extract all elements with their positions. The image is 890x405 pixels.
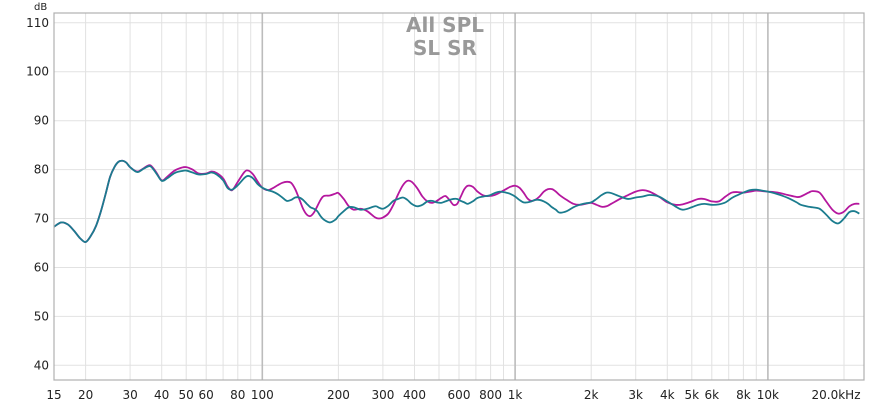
x-tick-labels: 15 20 30 40 50 60 80 100 200 300 400 600 800 1k 2k 3k 4k… — [46, 388, 860, 402]
x-tick-label: 4k — [660, 388, 675, 402]
y-tick-label: 60 — [34, 261, 49, 275]
series-line-2 — [53, 159, 860, 243]
plot-frame — [53, 12, 865, 381]
x-tick-label: 30 — [122, 388, 137, 402]
x-tick-label: 6k — [705, 388, 720, 402]
x-tick-label: 200 — [327, 388, 350, 402]
grid — [54, 13, 864, 380]
y-unit-label: dB — [34, 2, 47, 13]
y-tick-label: 70 — [34, 212, 49, 226]
x-tick-label: 1k — [508, 388, 523, 402]
x-tick-label: 10k — [757, 388, 779, 402]
y-tick-labels: 110 100 90 80 70 60 50 40 — [26, 16, 49, 372]
y-tick-label: 100 — [26, 65, 49, 79]
x-tick-label: 15 — [46, 388, 61, 402]
x-tick-label: 20.0kHz — [812, 388, 861, 402]
x-tick-label: 400 — [403, 388, 426, 402]
y-tick-label: 50 — [34, 309, 49, 323]
x-tick-label: 600 — [448, 388, 471, 402]
y-tick-label: 80 — [34, 163, 49, 177]
x-tick-label: 50 — [179, 388, 194, 402]
x-tick-label: 40 — [154, 388, 169, 402]
x-tick-label: 100 — [251, 388, 274, 402]
x-tick-label: 3k — [628, 388, 643, 402]
y-tick-label: 110 — [26, 16, 49, 30]
x-tick-label: 2k — [584, 388, 599, 402]
x-tick-label: 8k — [736, 388, 751, 402]
x-tick-label: 5k — [685, 388, 700, 402]
series-lines — [53, 159, 860, 243]
x-tick-label: 20 — [78, 388, 93, 402]
chart-subtitle: SL SR — [413, 36, 477, 60]
x-tick-label: 300 — [371, 388, 394, 402]
y-tick-label: 40 — [34, 358, 49, 372]
x-tick-label: 80 — [230, 388, 245, 402]
y-tick-label: 90 — [34, 114, 49, 128]
x-tick-label: 60 — [199, 388, 214, 402]
x-tick-label: 800 — [479, 388, 502, 402]
chart-title: All SPL — [406, 13, 484, 37]
